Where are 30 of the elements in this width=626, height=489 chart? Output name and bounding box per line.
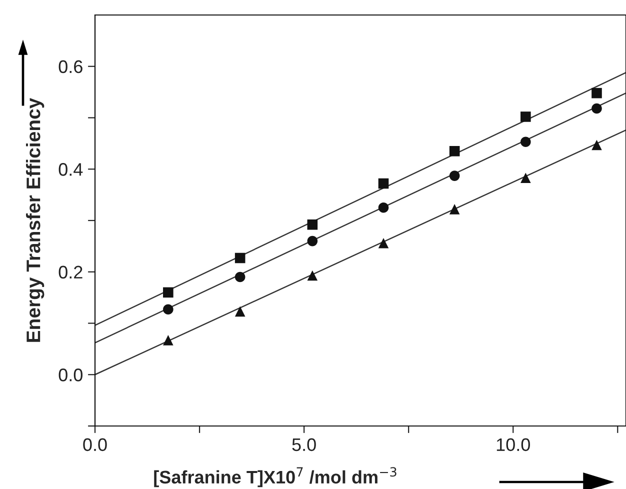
point (307, 219, 318, 230)
point (163, 304, 174, 315)
point (234, 306, 246, 317)
x-tick-label: 0.0 (83, 438, 107, 452)
x-tick-label: 5.0 (292, 438, 316, 452)
point (449, 170, 460, 181)
point (592, 103, 602, 114)
point (520, 112, 531, 122)
point (592, 88, 602, 98)
point (449, 146, 460, 156)
point (307, 270, 318, 281)
y-tick-label: 0.0 (58, 368, 82, 382)
y-tick-label: 0.4 (58, 163, 83, 176)
y-tick-label: 0.6 (58, 60, 82, 74)
y-axis-title: Energy Transfer Efficiency (26, 98, 44, 342)
point (378, 178, 389, 189)
point (234, 272, 246, 282)
point (378, 238, 389, 248)
point (378, 202, 389, 213)
point (449, 204, 460, 214)
point (163, 335, 174, 346)
point (520, 136, 531, 148)
x-axis-title: [Safranine T]X10$^{7}$ /mol dm$^{−3}$ (154, 467, 396, 488)
point (592, 140, 602, 150)
point (163, 287, 174, 298)
point (307, 236, 318, 246)
y-tick-label: 0.2 (58, 266, 82, 279)
point (234, 252, 246, 264)
point (520, 172, 531, 184)
x-tick-label: 10.0 (496, 438, 530, 452)
